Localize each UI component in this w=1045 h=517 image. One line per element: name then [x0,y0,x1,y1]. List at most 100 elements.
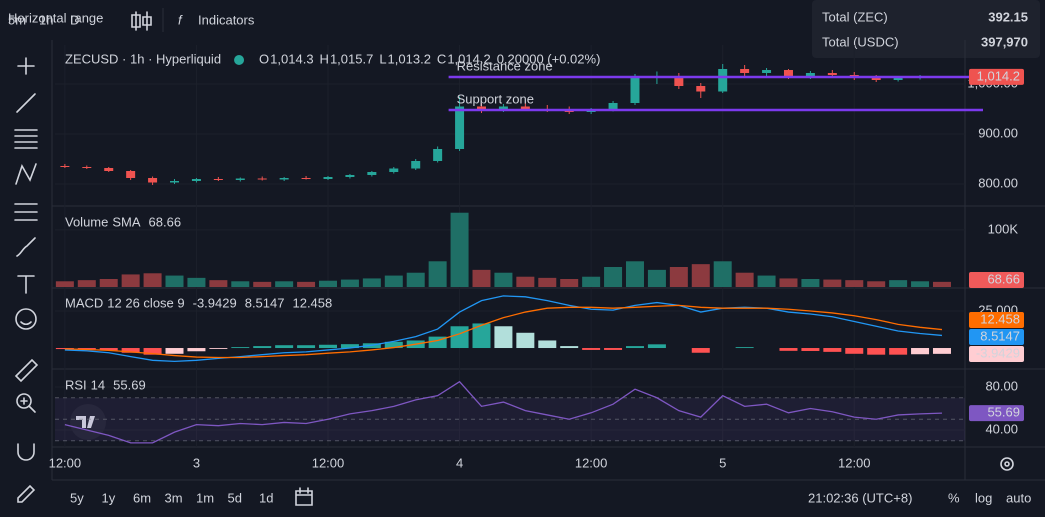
candle-body [608,103,618,110]
indicator-value: -3.9429 [193,295,237,310]
volume-bar [516,276,535,287]
macd-histogram-bar [472,323,491,349]
volume-bar [911,281,930,287]
rsi-label: 55.69 [987,405,1020,420]
candle-body [279,178,289,180]
settings-icon[interactable] [1000,457,1014,471]
balance-panel [812,0,1040,58]
fx-icon: f [178,12,183,27]
candle-body [674,76,684,86]
volume-bar [275,281,294,287]
range-button[interactable]: 1y [102,490,116,505]
volume-bar [932,281,951,287]
trendline-tool[interactable] [16,93,36,113]
range-button[interactable]: 1m [196,490,214,505]
scale-option[interactable]: % [948,490,960,505]
chart-style-button[interactable] [131,11,152,31]
volume-bar [582,276,601,287]
signal-label-box [969,312,1024,328]
macd-histogram-bar [691,348,710,353]
candle-body [301,178,311,179]
indicator-value: 8.5147 [245,295,285,310]
annotation-label: Support zone [457,91,534,106]
candle-body [367,172,377,175]
volume-bar [669,267,688,287]
macd-histogram-bar [297,345,316,349]
pane-title: MACD [65,295,103,310]
x-tick-label: 5 [719,455,726,470]
macd-label-box [969,329,1024,345]
ohlc-key: O [259,51,269,66]
emoji-tool[interactable] [15,308,37,330]
crosshair-tool[interactable] [17,57,35,75]
macd-histogram-bar [99,348,118,351]
date-range-button[interactable] [295,487,313,506]
candle-body [213,179,223,180]
macd-histogram-bar [165,348,184,354]
volume-bar [867,281,886,287]
x-tick-label: 12:00 [49,455,82,470]
macd-histogram-bar [604,348,623,350]
volume-bar [889,280,908,287]
y-tick-label: 800.00 [978,175,1018,190]
rsi-label-box [969,405,1024,422]
macd-histogram-bar [143,348,162,355]
indicators-button[interactable]: Indicators [198,12,255,27]
scale-option[interactable]: auto [1006,490,1031,505]
range-button[interactable]: 5y [70,490,84,505]
macd-histogram-bar [275,345,294,349]
volume-bar [845,280,864,287]
balance-label: Total (ZEC) [822,9,888,24]
indicator-params: 12 26 close 9 [107,295,184,310]
candle-body [411,161,421,169]
scale-option[interactable]: log [975,490,992,505]
text-tool[interactable] [17,275,35,294]
range-button[interactable]: 3m [165,490,183,505]
volume-bar [625,261,644,287]
macd-histogram-bar [428,336,447,349]
macd-histogram-bar [77,348,96,350]
annotation-label: Horizontal range [8,10,103,25]
range-button[interactable]: 1d [259,490,273,505]
ruler-tool[interactable] [14,358,39,383]
volume-bar [319,280,337,287]
brush-tool[interactable] [16,237,36,257]
candle-body [433,149,443,161]
volume-bar [297,281,316,287]
candle-body [170,181,180,183]
zoom-tool[interactable] [16,393,36,413]
candle-body [148,178,158,183]
volume-bar [494,272,513,287]
volume-bar [362,278,381,287]
macd-histogram-bar [231,347,250,349]
interval-button[interactable]: 1h [39,12,53,27]
annotation-label: Resistance zone [457,58,553,73]
interval-button[interactable]: 5m [8,12,26,27]
candle-body [718,69,728,92]
volume-bar [99,279,118,287]
volume-bar [77,280,96,287]
balance-label: Total (USDC) [822,34,899,49]
range-button[interactable]: 5d [228,490,242,505]
range-button[interactable]: 6m [133,490,151,505]
projection-tool[interactable] [14,203,38,221]
macd-histogram-bar [845,348,864,354]
macd-histogram-bar [560,346,579,349]
pattern-tool[interactable] [15,163,37,185]
candle-body [740,69,750,73]
price-label-box [969,68,1024,85]
indicator-value: 68.66 [149,214,182,229]
macd-line [64,304,943,359]
volume-bar [757,275,776,287]
ohlc-key: C [437,51,446,66]
candle-body [235,178,245,180]
candle-body [476,106,486,110]
volume-bar [735,272,754,287]
magnet-tool[interactable] [17,443,35,461]
lock-tool[interactable] [17,484,36,503]
ohlc-key: H [320,51,329,66]
interval-button[interactable]: D [70,12,79,27]
volume-bar [779,278,798,287]
ohlc-value: 1,013.2 [388,51,431,66]
fib-tool[interactable] [14,129,38,149]
